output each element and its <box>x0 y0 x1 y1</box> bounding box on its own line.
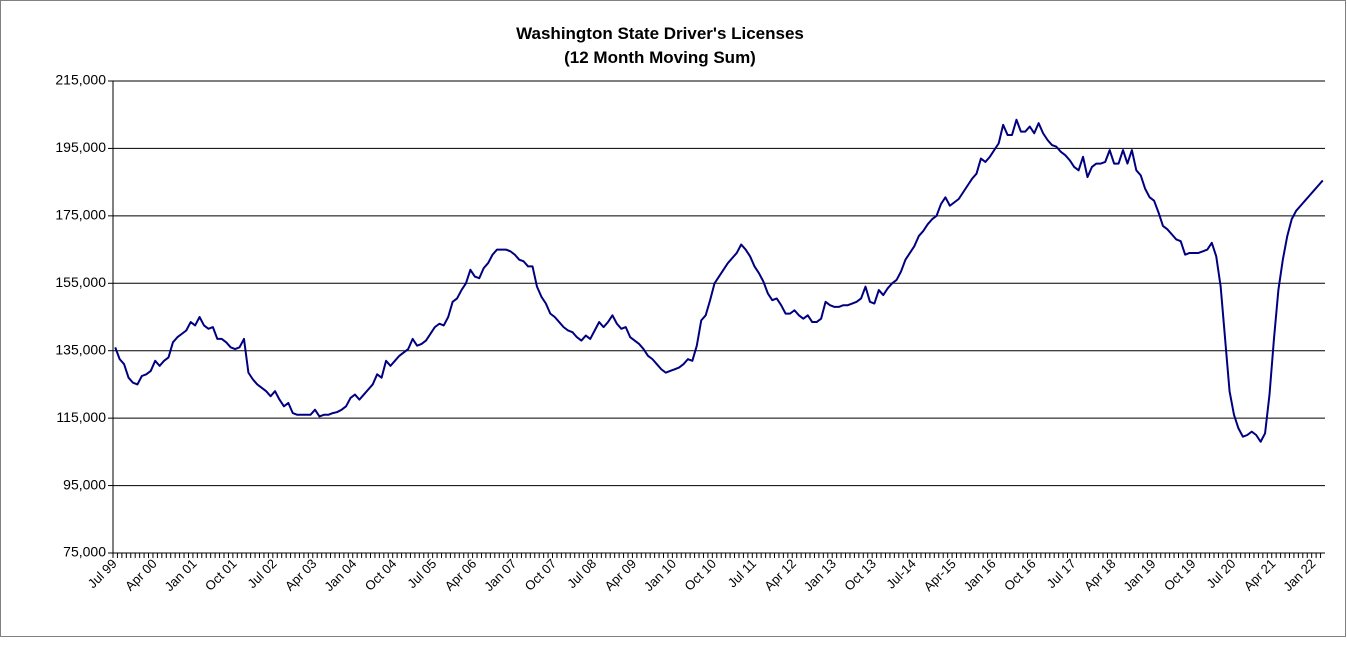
y-tick-label: 155,000 <box>55 274 106 290</box>
y-tick-label: 195,000 <box>55 139 106 155</box>
data-line <box>114 118 1324 443</box>
y-tick-label: 95,000 <box>63 476 106 492</box>
y-tick-label: 175,000 <box>55 207 106 223</box>
y-tick-label: 115,000 <box>56 409 106 425</box>
y-tick-label: 215,000 <box>55 72 106 88</box>
y-tick-label: 135,000 <box>55 341 106 357</box>
y-tick-label: 75,000 <box>63 544 106 560</box>
chart-subtitle: (12 Month Moving Sum) <box>564 48 756 67</box>
chart-title: Washington State Driver's Licenses <box>516 24 804 43</box>
